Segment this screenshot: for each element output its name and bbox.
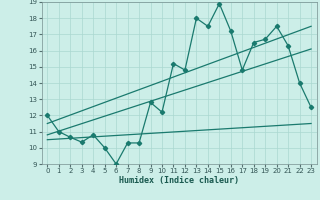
X-axis label: Humidex (Indice chaleur): Humidex (Indice chaleur) — [119, 176, 239, 185]
